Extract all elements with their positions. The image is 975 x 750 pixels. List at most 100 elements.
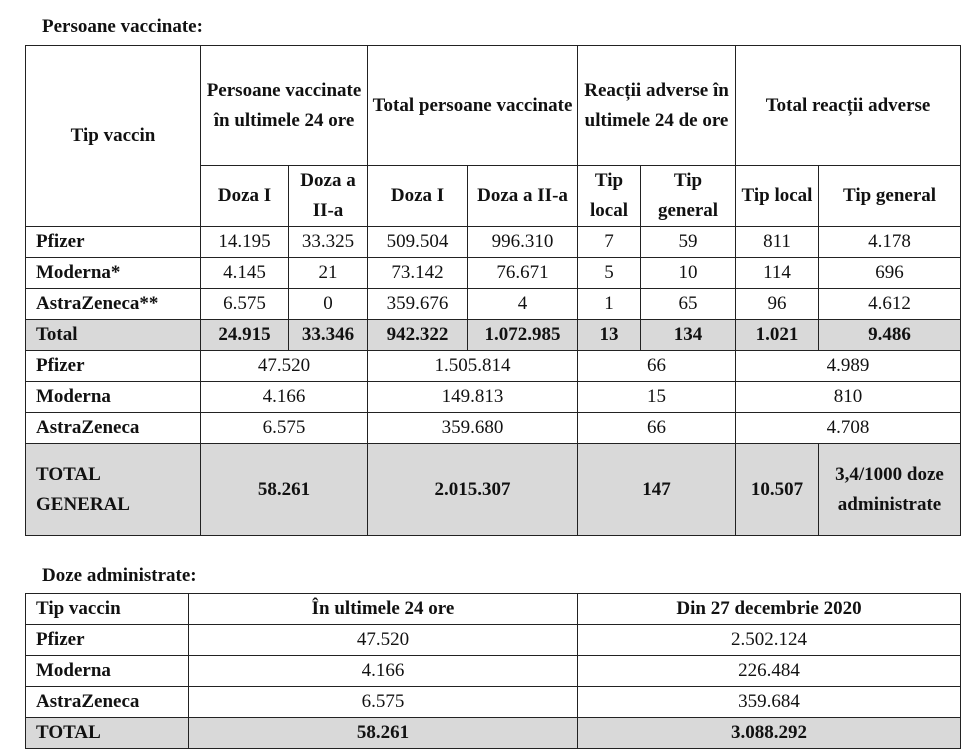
row: TOTAL 58.261 3.088.292: [25, 717, 961, 749]
cell: În ultimele 24 ore: [188, 593, 578, 625]
row: AstraZeneca** 6.575 0 359.676 4 1 65 96 4.612: [25, 288, 962, 320]
row-name: AstraZeneca**: [25, 288, 201, 320]
cell: 13: [577, 319, 642, 351]
header-cell: Doza a II-a: [287, 165, 369, 227]
row: Tip vaccin În ultimele 24 ore Din 27 decem…: [25, 593, 961, 625]
row: Total 24.915 33.346 942.322 1.072.985 13 134 1.…: [25, 319, 962, 351]
doses-table: Tip vaccin În ultimele 24 ore Din 27 decem…: [25, 593, 961, 749]
cell: 114: [735, 257, 820, 289]
cell: 33.346: [287, 319, 369, 351]
header-cell: Total persoane vaccinate: [367, 45, 579, 166]
row-name: AstraZeneca: [25, 686, 189, 718]
table-title: Doze administrate:: [42, 565, 197, 586]
cell: 66: [577, 412, 737, 444]
cell: 33.325: [287, 226, 369, 258]
cell: 0: [287, 288, 369, 320]
header-row: Tip vaccin Persoane vaccinate în ultimel…: [25, 45, 962, 227]
row-name: TOTAL GENERAL: [25, 443, 201, 536]
header-cell: Total reacții adverse: [735, 45, 962, 166]
row-name: Moderna: [25, 655, 189, 687]
header-cell: Tip local: [577, 165, 642, 227]
cell: 149.813: [367, 381, 579, 413]
row-name: Pfizer: [25, 624, 189, 656]
cell: 4.612: [818, 288, 962, 320]
header-cell: Tip general: [818, 165, 962, 227]
cell: 4.178: [818, 226, 962, 258]
row: Pfizer 14.195 33.325 509.504 996.310 7 59 811 4.…: [25, 226, 962, 258]
cell: 7: [577, 226, 642, 258]
cell: 4: [467, 288, 579, 320]
cell: 5: [577, 257, 642, 289]
cell: 65: [640, 288, 737, 320]
cell: 4.166: [199, 381, 369, 413]
cell: 10.507: [735, 443, 820, 536]
cell: 810: [735, 381, 962, 413]
row-name: Pfizer: [25, 350, 201, 382]
header-cell: Doza I: [200, 165, 289, 227]
cell: 21: [287, 257, 369, 289]
vaccinated-table: Tip vaccin Persoane vaccinate în ultimel…: [25, 45, 962, 536]
row: AstraZeneca 6.575 359.680 66 4.708: [25, 412, 962, 444]
cell: 2.015.307: [367, 443, 579, 536]
cell: 6.575: [188, 686, 578, 718]
cell: Din 27 decembrie 2020: [577, 593, 961, 625]
header-cell: Tip vaccin: [25, 45, 201, 227]
cell: 9.486: [818, 319, 962, 351]
cell: 359.684: [577, 686, 961, 718]
cell: 996.310: [467, 226, 579, 258]
cell: 1: [577, 288, 642, 320]
header-cell: Reacții adverse în ultimele 24 de ore: [577, 45, 737, 166]
header-cell: Tip local: [735, 165, 820, 227]
row-name: Tip vaccin: [25, 593, 189, 625]
table-title: Persoane vaccinate:: [42, 16, 203, 37]
cell: 6.575: [199, 412, 369, 444]
subheader-row: Doza I Doza a II-a Doza I Doza a II-a Tip lo…: [26, 165, 962, 227]
cell: 147: [577, 443, 737, 536]
cell: 58.261: [199, 443, 369, 536]
cell: 509.504: [367, 226, 469, 258]
cell: 4.145: [200, 257, 289, 289]
row: TOTAL GENERAL 58.261 2.015.307 147 10.507 3,4…: [25, 443, 962, 536]
cell: 76.671: [467, 257, 579, 289]
row: Pfizer 47.520 2.502.124: [25, 624, 961, 656]
cell: 66: [577, 350, 737, 382]
cell: 1.072.985: [467, 319, 579, 351]
row-name: Moderna: [25, 381, 201, 413]
cell: 226.484: [577, 655, 961, 687]
header-cell: Doza a II-a: [467, 165, 579, 227]
cell: 1.021: [735, 319, 820, 351]
cell: 359.676: [367, 288, 469, 320]
cell: 4.166: [188, 655, 578, 687]
cell: 3.088.292: [577, 717, 961, 749]
cell: 134: [640, 319, 737, 351]
row: Moderna 4.166 226.484: [25, 655, 961, 687]
row-name: TOTAL: [25, 717, 189, 749]
row: Pfizer 47.520 1.505.814 66 4.989: [25, 350, 962, 382]
cell: 359.680: [367, 412, 579, 444]
cell: 6.575: [200, 288, 289, 320]
cell: 942.322: [367, 319, 469, 351]
cell: 1.505.814: [367, 350, 579, 382]
row-name: Pfizer: [25, 226, 201, 258]
cell: 24.915: [200, 319, 289, 351]
cell: 4.989: [735, 350, 962, 382]
cell: 3,4/1000 doze administrate: [818, 443, 962, 536]
cell: 14.195: [200, 226, 289, 258]
cell: 73.142: [367, 257, 469, 289]
row: Moderna* 4.145 21 73.142 76.671 5 10 114 696: [25, 257, 962, 289]
row-name: Moderna*: [25, 257, 201, 289]
cell: 59: [640, 226, 737, 258]
cell: 10: [640, 257, 737, 289]
table-body: Tip vaccin În ultimele 24 ore Din 27 decem…: [25, 593, 961, 749]
cell: 4.708: [735, 412, 962, 444]
header-cell: Tip general: [640, 165, 737, 227]
cell: 47.520: [188, 624, 578, 656]
header-cell: Doza I: [367, 165, 469, 227]
cell: 696: [818, 257, 962, 289]
cell: 811: [735, 226, 820, 258]
header-cell: Persoane vaccinate în ultimele 24 ore: [199, 45, 369, 166]
cell: 96: [735, 288, 820, 320]
row-name: Total: [25, 319, 201, 351]
row-name: AstraZeneca: [25, 412, 201, 444]
